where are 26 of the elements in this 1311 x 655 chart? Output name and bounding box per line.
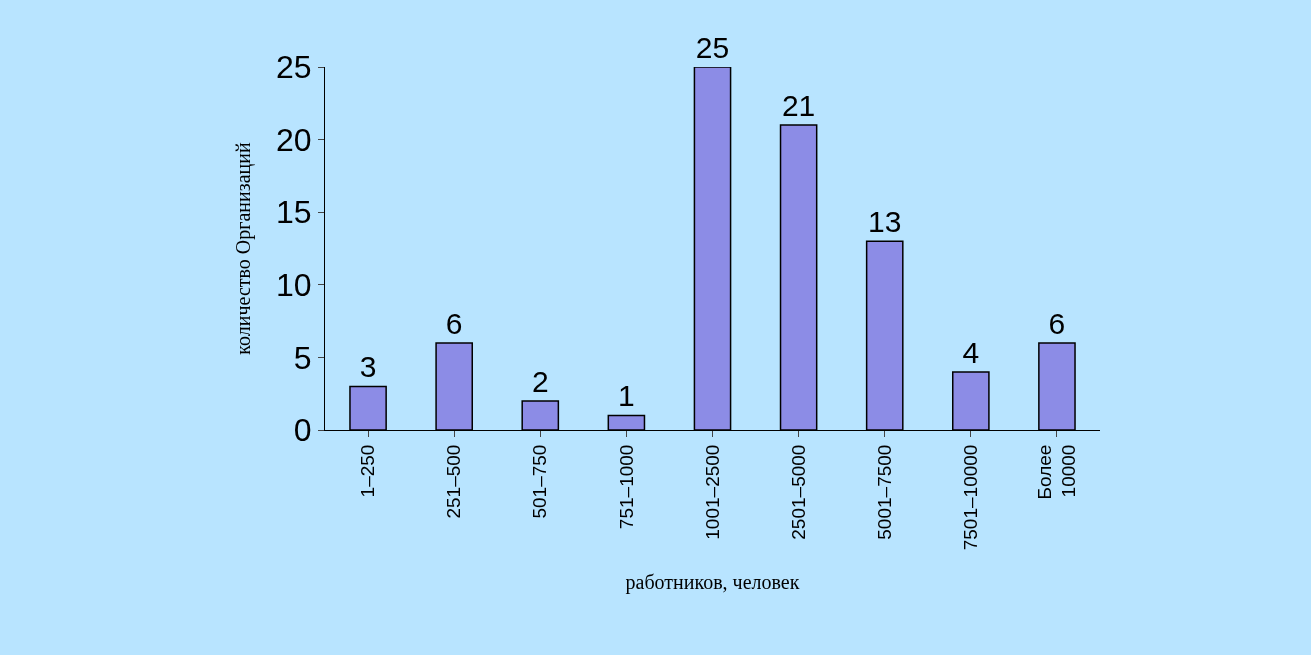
- y-tick-label: 25: [276, 49, 312, 86]
- data-label: 3: [359, 350, 377, 384]
- y-tick-label: 0: [293, 412, 312, 449]
- y-axis-title: количество Организаций: [231, 142, 255, 355]
- data-label: 4: [962, 335, 980, 369]
- x-axis-title: работников, человек: [625, 570, 800, 594]
- y-tick-label: 20: [276, 121, 312, 158]
- x-tick-label: 251–500: [443, 444, 465, 519]
- data-label: 1: [618, 379, 635, 413]
- data-label: 21: [781, 89, 816, 123]
- x-tick-label: 751–1000: [615, 444, 637, 530]
- x-tick-label: 501–750: [529, 444, 551, 519]
- y-tick-label: 15: [276, 194, 312, 231]
- y-tick-label: 10: [276, 267, 312, 303]
- x-tick-label: 1001–2500: [701, 444, 723, 540]
- data-label: 25: [695, 31, 730, 64]
- data-label: 13: [868, 205, 902, 239]
- x-tick-label: 1–250: [357, 444, 379, 498]
- x-tick-label: Более 10000: [1033, 444, 1080, 500]
- x-tick-label: 2501–5000: [787, 444, 809, 540]
- x-tick-label: 5001–7500: [873, 444, 895, 540]
- data-label: 6: [1048, 306, 1066, 340]
- data-label: 2: [531, 364, 549, 398]
- data-label: 6: [445, 306, 463, 340]
- x-tick-label: 7501–10000: [960, 444, 982, 551]
- y-tick-label: 5: [293, 339, 312, 376]
